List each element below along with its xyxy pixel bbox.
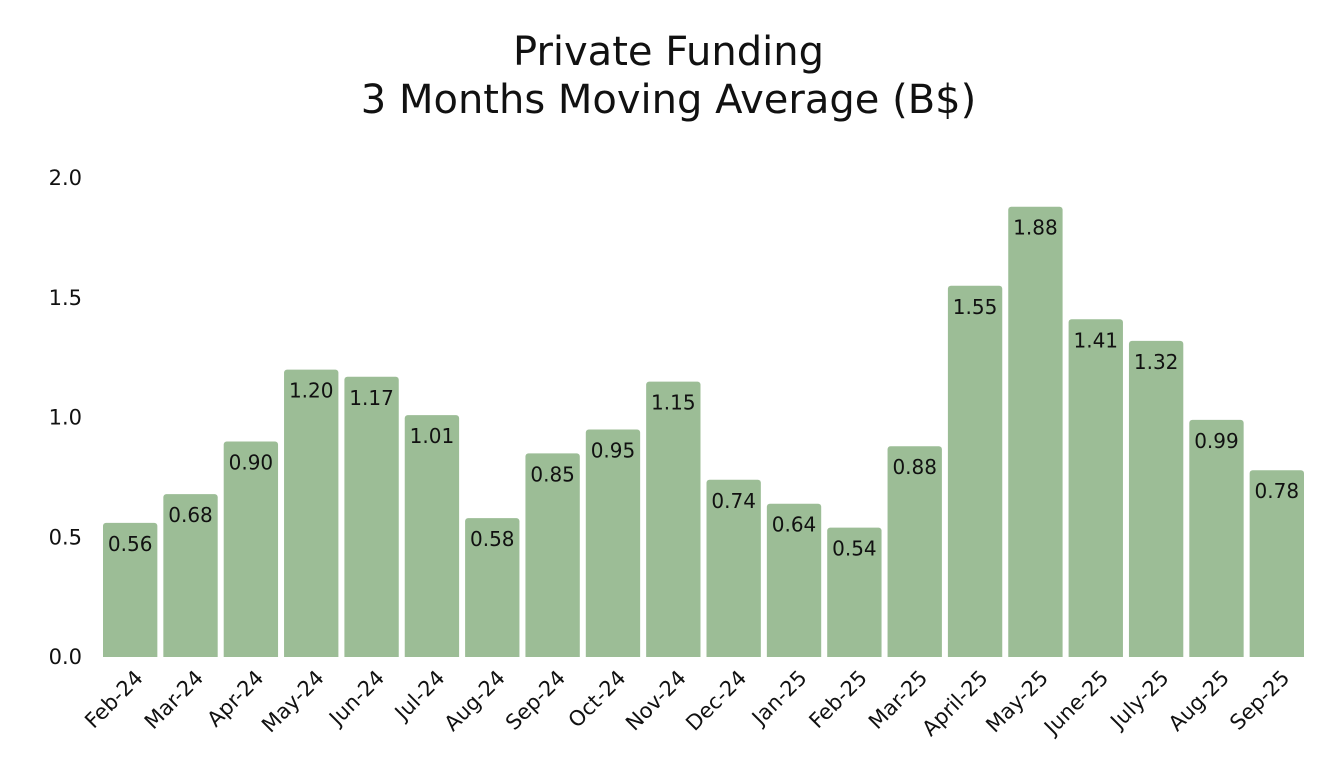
x-tick-label: Oct-24 bbox=[564, 666, 631, 733]
data-label: 1.88 bbox=[1013, 216, 1058, 240]
x-tick-label: July-25 bbox=[1105, 666, 1174, 735]
data-label: 0.58 bbox=[470, 527, 515, 551]
x-tick-label: May-25 bbox=[981, 666, 1053, 738]
x-tick-label: June-25 bbox=[1038, 666, 1113, 741]
bar bbox=[646, 381, 701, 660]
chart-title: Private Funding bbox=[513, 29, 824, 75]
bar bbox=[1189, 419, 1244, 660]
y-tick-label: 0.5 bbox=[49, 525, 82, 549]
y-tick-label: 1.0 bbox=[49, 406, 82, 430]
y-tick-label: 0.0 bbox=[49, 645, 82, 669]
x-tick-label: Sep-24 bbox=[501, 666, 570, 735]
data-label: 1.20 bbox=[289, 379, 334, 403]
bar bbox=[525, 453, 580, 660]
bar bbox=[766, 503, 822, 660]
bars-group bbox=[98, 206, 1309, 663]
x-tick-label: Jun-24 bbox=[323, 666, 389, 732]
data-label: 0.78 bbox=[1255, 479, 1300, 503]
y-axis: 0.0 0.5 1.0 1.5 2.0 bbox=[49, 166, 82, 669]
bar bbox=[1008, 206, 1063, 661]
data-label: 0.54 bbox=[832, 537, 877, 561]
data-label: 1.17 bbox=[349, 386, 394, 410]
data-label: 0.64 bbox=[772, 513, 817, 537]
bar bbox=[1128, 340, 1184, 660]
data-label: 0.85 bbox=[530, 462, 575, 486]
bar bbox=[284, 369, 339, 660]
bar bbox=[887, 446, 942, 660]
x-tick-label: May-24 bbox=[257, 666, 329, 738]
chart-title-block: Private Funding 3 Months Moving Average … bbox=[0, 28, 1337, 124]
y-tick-label: 2.0 bbox=[49, 166, 82, 190]
bar bbox=[1068, 319, 1123, 660]
x-tick-label: Dec-24 bbox=[681, 666, 751, 736]
data-label: 0.88 bbox=[892, 455, 937, 479]
baseline-mask bbox=[98, 657, 1309, 663]
bar bbox=[1249, 470, 1304, 660]
bar bbox=[163, 494, 218, 660]
bar bbox=[585, 429, 641, 660]
bar bbox=[947, 285, 1003, 660]
data-label: 1.15 bbox=[651, 391, 696, 415]
data-label: 1.55 bbox=[953, 295, 998, 319]
data-label: 0.95 bbox=[591, 438, 636, 462]
data-label: 0.74 bbox=[711, 489, 756, 513]
data-label: 0.90 bbox=[229, 450, 274, 474]
chart-subtitle: 3 Months Moving Average (B$) bbox=[360, 77, 977, 123]
x-tick-label: Mar-24 bbox=[140, 666, 208, 734]
x-tick-label: Aug-25 bbox=[1164, 666, 1234, 736]
x-tick-label: April-25 bbox=[917, 666, 992, 741]
x-tick-label: Feb-24 bbox=[80, 666, 148, 734]
bar bbox=[223, 441, 279, 660]
bar bbox=[404, 415, 460, 660]
bar bbox=[706, 479, 761, 660]
data-label: 0.68 bbox=[168, 503, 213, 527]
x-tick-label: Nov-24 bbox=[621, 666, 691, 736]
data-labels-group: 0.56 0.68 0.90 1.20 1.17 1.01 0.58 0.85 0.95 1.15… bbox=[108, 216, 1299, 561]
y-tick-label: 1.5 bbox=[49, 286, 82, 310]
data-label: 1.32 bbox=[1134, 350, 1179, 374]
x-tick-label: Jan-25 bbox=[746, 666, 812, 732]
data-label: 1.01 bbox=[410, 424, 455, 448]
data-label: 1.41 bbox=[1074, 328, 1119, 352]
bar bbox=[465, 518, 520, 660]
bar bbox=[103, 522, 158, 660]
data-label: 0.99 bbox=[1194, 429, 1239, 453]
x-tick-label: Feb-25 bbox=[804, 666, 872, 734]
data-label: 0.56 bbox=[108, 532, 153, 556]
x-tick-label: Aug-24 bbox=[440, 666, 510, 736]
bar bbox=[344, 376, 399, 660]
x-tick-label: Sep-25 bbox=[1225, 666, 1294, 735]
bar bbox=[827, 527, 882, 660]
